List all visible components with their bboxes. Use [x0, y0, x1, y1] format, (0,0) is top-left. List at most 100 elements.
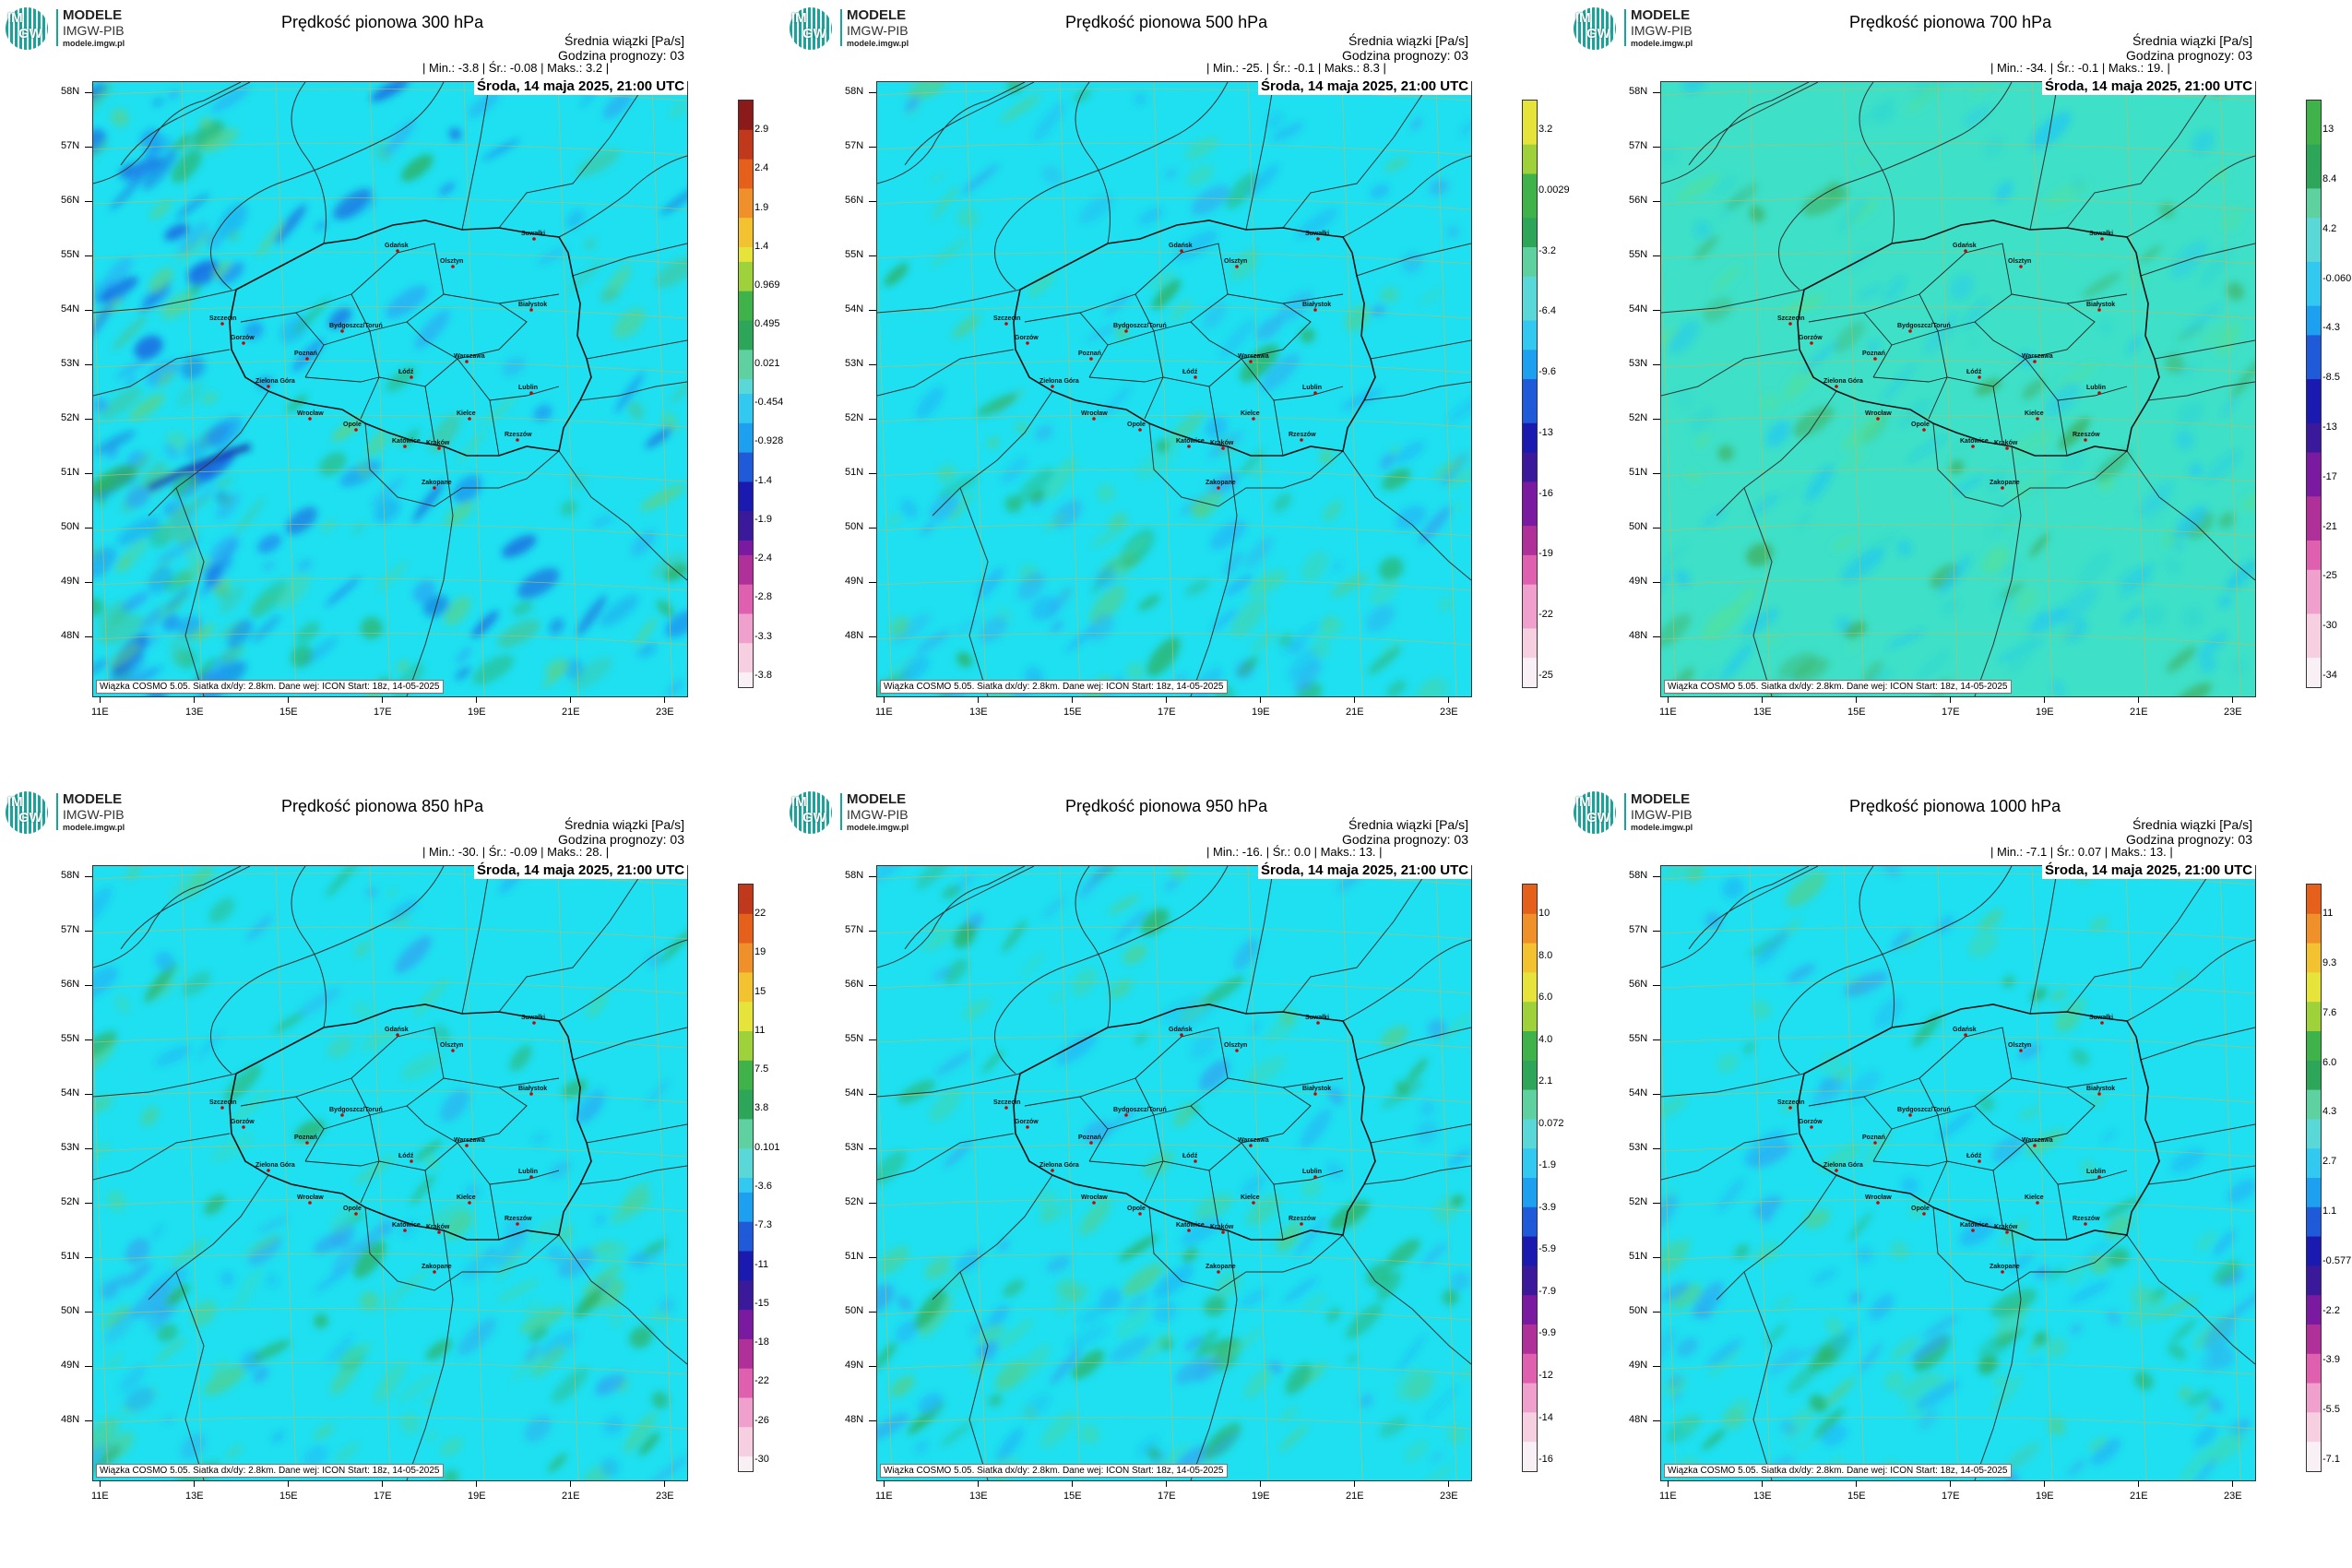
field-blob	[1686, 469, 1701, 484]
colorbar-bin	[1523, 394, 1537, 410]
latitude-label: 52N	[61, 412, 80, 423]
field-blob	[190, 1300, 217, 1327]
field-blob	[1370, 184, 1390, 199]
field-blob	[389, 1270, 429, 1300]
field-blob	[496, 1278, 540, 1302]
panel-info: Średnia wiązki [Pa/s] Godzina prognozy: …	[2126, 33, 2252, 63]
graticule-longitude	[463, 866, 485, 1480]
colorbar-bin	[2307, 628, 2321, 644]
field-blob	[1112, 909, 1148, 944]
voivodeship-line	[1918, 1027, 2013, 1116]
colorbar-bin	[739, 1310, 753, 1325]
longitude-label: 19E	[468, 1491, 486, 1502]
field-blob	[331, 418, 362, 442]
field-blob	[1283, 1277, 1319, 1303]
field-blob	[1265, 1017, 1296, 1042]
colorbar-bin	[2307, 364, 2321, 380]
colorbar-bin	[2307, 173, 2321, 189]
colorbar-label: -13	[2322, 421, 2337, 433]
colorbar-bin	[1523, 1236, 1537, 1252]
field-blob	[1022, 1405, 1037, 1420]
city-marker	[532, 1021, 536, 1025]
graticule-longitude	[93, 238, 109, 696]
border-line	[1974, 1229, 2022, 1480]
city-label: Lublin	[1302, 1169, 1322, 1175]
city-marker	[2084, 438, 2087, 442]
city-label: Zielona Góra	[1823, 1162, 1863, 1169]
voivodeship-line	[489, 1183, 500, 1241]
city-label: Olsztyn	[440, 1042, 463, 1049]
colorbar-bin	[739, 1280, 753, 1296]
latitude-tick	[1653, 92, 1660, 93]
city-marker	[2036, 1201, 2039, 1205]
latitude-label: 56N	[1629, 979, 1648, 990]
field-blob	[1265, 111, 1285, 131]
city-marker	[1876, 1201, 1880, 1205]
latitude-tick	[869, 1203, 876, 1204]
field-blob	[590, 1240, 614, 1255]
field-blob	[1054, 1301, 1069, 1315]
field-blob	[662, 412, 678, 433]
city-marker	[1908, 1113, 1912, 1117]
field-blob	[914, 1289, 946, 1329]
longitude-tick	[1856, 696, 1857, 703]
field-blob	[1981, 545, 2009, 575]
field-blob	[519, 1306, 566, 1334]
border-line	[148, 1174, 269, 1301]
map-canvas: GdańskSuwałkiOlsztynSzczecinBiałystokByd…	[93, 82, 687, 696]
field-blob	[1867, 339, 1880, 353]
field-blob	[1226, 172, 1257, 209]
field-blob	[93, 659, 109, 675]
city-label: Olsztyn	[440, 258, 463, 265]
logo-text-modele: MODELE	[63, 7, 123, 23]
field-blob	[2079, 1239, 2111, 1267]
colorbar-bin	[1523, 1221, 1537, 1238]
field-blob	[1246, 1194, 1282, 1226]
city-label: Białystok	[1302, 302, 1331, 308]
field-blob	[313, 1232, 347, 1253]
border-line	[93, 289, 237, 314]
colorbar-label: 13	[2322, 124, 2334, 135]
field-blob	[897, 1079, 935, 1104]
latitude-label: 53N	[1629, 358, 1648, 369]
field-blob	[1674, 388, 1696, 410]
field-blob	[329, 1202, 361, 1235]
longitude-tick	[884, 1480, 885, 1487]
colorbar-bin	[1523, 1338, 1537, 1355]
field-blob	[481, 138, 520, 161]
latitude-tick	[1653, 1148, 1660, 1149]
field-blob	[547, 1245, 565, 1265]
field-blob	[1138, 1332, 1173, 1361]
graticule-latitude	[1661, 360, 2255, 374]
city-marker	[396, 249, 399, 253]
colorbar-label: 1.9	[754, 201, 769, 213]
border-line	[586, 1123, 687, 1144]
border-line	[932, 1174, 1053, 1301]
field-blob	[134, 335, 163, 360]
colorbar-scale	[739, 101, 753, 687]
latitude-tick	[85, 1039, 92, 1040]
map-background	[1661, 866, 2255, 1480]
colorbar-label: -30	[754, 1454, 769, 1465]
field-blob	[1702, 603, 1742, 640]
voivodeship-line	[350, 1027, 445, 1116]
latitude-label: 57N	[1629, 924, 1648, 935]
field-blob	[201, 392, 219, 404]
border-line	[1974, 445, 2022, 696]
colorbar-bin	[739, 1412, 753, 1428]
stats-line: | Min.: -30. | Śr.: -0.09 | Maks.: 28. |	[422, 845, 610, 859]
field-blob	[940, 1420, 974, 1447]
latitude-label: 55N	[61, 1033, 80, 1044]
colorbar-label: -15	[754, 1297, 769, 1309]
field-blob	[1204, 1295, 1227, 1317]
field-blob	[970, 1357, 987, 1375]
graticule-latitude	[93, 577, 687, 591]
field-blob	[165, 1283, 190, 1307]
field-blob	[1151, 279, 1182, 310]
field-blob	[397, 1373, 437, 1403]
city-marker	[529, 391, 533, 395]
field-blob	[374, 1360, 407, 1404]
forecast-hour: Godzina prognozy: 03	[558, 832, 684, 847]
colorbar-bin	[1523, 1002, 1537, 1017]
city-marker	[1235, 265, 1239, 268]
